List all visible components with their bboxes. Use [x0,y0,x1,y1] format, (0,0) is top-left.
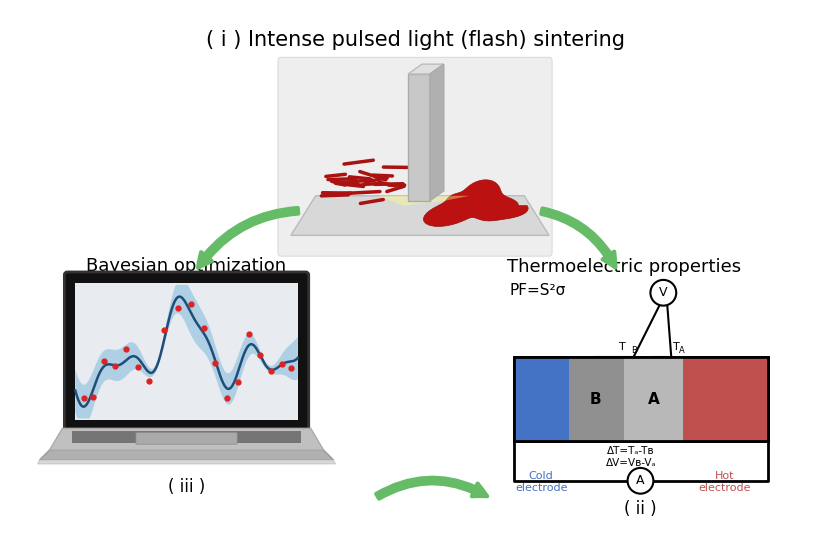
Text: Hot: Hot [715,471,735,481]
Bar [72,431,301,443]
Circle shape [627,468,653,494]
Polygon shape [378,196,470,206]
Text: electrode: electrode [699,483,751,493]
Polygon shape [40,450,333,460]
Text: Bayesian optimization: Bayesian optimization [86,257,287,275]
Polygon shape [408,64,444,74]
FancyBboxPatch shape [64,272,309,431]
Text: A: A [637,474,645,487]
Bar [623,357,683,441]
Text: ( i ) Intense pulsed light (flash) sintering: ( i ) Intense pulsed light (flash) sinte… [205,31,625,51]
Polygon shape [37,460,336,464]
Text: electrode: electrode [515,483,568,493]
Polygon shape [423,180,529,226]
Bar [683,357,768,441]
Bar [514,357,569,441]
Text: T: T [619,342,626,352]
Text: A: A [679,346,685,355]
Text: ΔT=Tₐ-Tʙ: ΔT=Tₐ-Tʙ [607,446,655,456]
Text: ( ii ): ( ii ) [624,500,656,517]
Text: V: V [659,286,667,299]
Text: ΔV=Vʙ-Vₐ: ΔV=Vʙ-Vₐ [606,458,656,468]
Polygon shape [76,285,297,418]
Polygon shape [430,64,444,201]
Text: ( iii ): ( iii ) [168,478,205,496]
Polygon shape [408,74,430,201]
Bar [514,357,768,441]
FancyArrowPatch shape [541,209,616,267]
Text: Thermoelectric properties: Thermoelectric properties [507,258,740,276]
Bar [514,357,768,441]
Polygon shape [50,429,323,450]
FancyBboxPatch shape [136,432,237,444]
Polygon shape [291,196,549,236]
Text: T: T [673,342,680,352]
Bar [569,357,623,441]
Text: B: B [632,346,637,355]
Bar [76,283,297,420]
FancyArrowPatch shape [198,208,298,268]
Circle shape [651,280,676,306]
FancyBboxPatch shape [278,57,552,256]
Text: PF=S²σ: PF=S²σ [509,283,566,298]
Text: B: B [590,392,602,406]
Text: Cold: Cold [529,471,553,481]
FancyArrowPatch shape [376,478,487,499]
Text: A: A [647,392,659,406]
